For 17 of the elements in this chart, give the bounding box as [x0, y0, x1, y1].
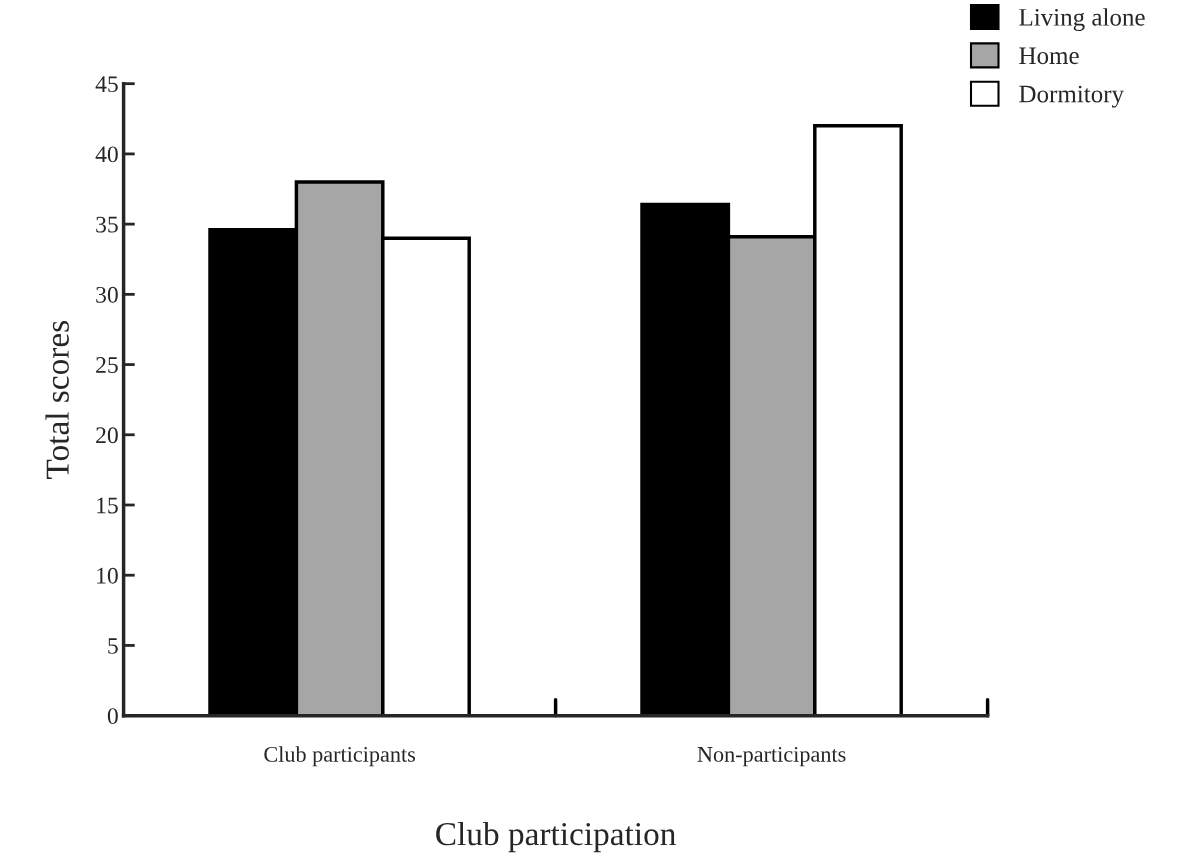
y-tick-label: 15	[97, 497, 118, 514]
legend-label: Home	[1019, 47, 1079, 65]
x-axis-title: Club participation	[436, 821, 676, 853]
y-tick-label: 40	[95, 146, 118, 163]
y-tick-label: 25	[96, 357, 118, 373]
y-tick-label: 0	[107, 708, 118, 725]
y-tick-label: 10	[97, 567, 118, 584]
x-tick-label: Non-participants	[697, 746, 846, 767]
y-tick-label: 20	[96, 427, 118, 444]
y-axis-title: Total scores	[45, 321, 69, 479]
legend-label: Living alone	[1019, 8, 1145, 31]
y-tick-label: 45	[95, 76, 118, 93]
y-tick-label: 5	[108, 638, 118, 654]
x-tick-label: Club participants	[264, 746, 416, 767]
y-tick-label: 35	[96, 216, 118, 233]
legend-label: Dormitory	[1019, 85, 1124, 108]
y-tick-label: 30	[96, 286, 118, 303]
